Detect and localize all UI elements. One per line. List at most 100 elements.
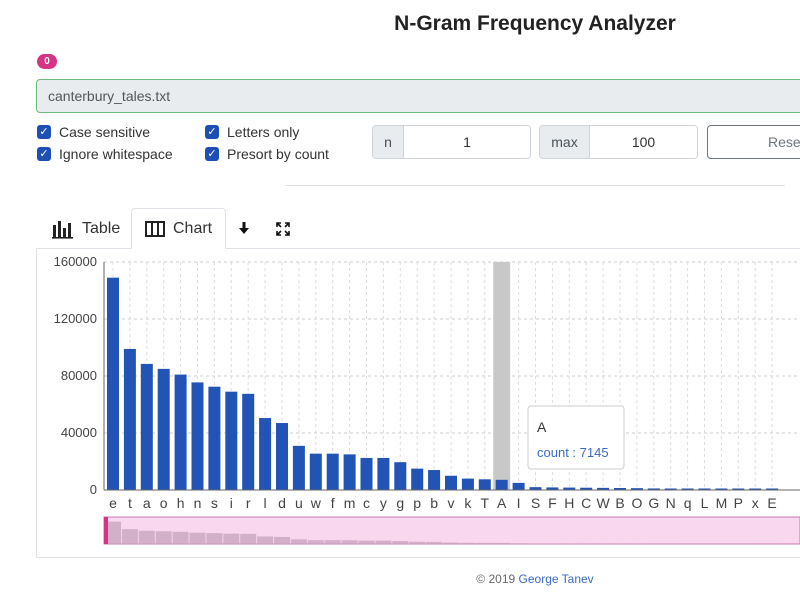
y-tick-label: 80000 [61, 368, 97, 383]
x-tick-label: a [143, 495, 151, 511]
zoom-slider-preview-bar [121, 529, 138, 544]
zoom-slider-preview-bar [155, 531, 172, 544]
bar [478, 479, 491, 490]
x-tick-label: A [497, 495, 507, 511]
bar [715, 488, 728, 490]
bar [580, 487, 593, 490]
bar [647, 488, 660, 490]
max-input[interactable]: 100 [590, 126, 697, 158]
bar [732, 488, 745, 490]
fullscreen-button[interactable] [273, 218, 293, 240]
bar [360, 457, 373, 490]
n-input-group: n 1 [372, 125, 531, 159]
bar [630, 488, 643, 490]
case-sensitive-checkbox[interactable]: ✓ Case sensitive [37, 123, 150, 141]
tab-chart[interactable]: Chart [131, 208, 226, 249]
bar [377, 457, 390, 490]
ignore-whitespace-checkbox[interactable]: ✓ Ignore whitespace [37, 145, 173, 163]
bar [597, 487, 610, 490]
tooltip-value: count : 7145 [537, 445, 609, 460]
footer: © 2019 George Tanev [0, 572, 800, 586]
x-tick-label: h [177, 495, 185, 511]
bar [208, 386, 221, 490]
x-tick-label: g [396, 495, 404, 511]
x-tick-label: k [464, 495, 472, 511]
x-tick-label: u [295, 495, 303, 511]
x-tick-label: q [684, 495, 692, 511]
bar [123, 348, 136, 490]
x-tick-label: F [548, 495, 557, 511]
x-tick-label: m [344, 495, 356, 511]
bar [292, 445, 305, 490]
bar [259, 418, 272, 490]
zoom-slider-preview-bar [459, 542, 476, 544]
author-link[interactable]: George Tanev [518, 572, 594, 586]
x-tick-label: S [531, 495, 540, 511]
bar [343, 454, 356, 490]
tab-table[interactable]: Table [48, 208, 128, 249]
x-tick-label: M [716, 495, 728, 511]
x-tick-label: i [230, 495, 233, 511]
columns-icon [145, 220, 165, 237]
highlight-band [493, 262, 511, 490]
x-tick-label: n [194, 495, 202, 511]
zoom-slider-preview-bar [206, 533, 223, 544]
x-tick-label: r [246, 495, 251, 511]
zoom-slider-preview-bar [290, 539, 307, 544]
x-tick-label: l [264, 495, 267, 511]
bar [749, 488, 762, 490]
x-tick-label: s [211, 495, 218, 511]
x-tick-label: C [581, 495, 591, 511]
download-button[interactable] [234, 218, 254, 240]
zoom-slider-preview-bar [493, 542, 510, 544]
tooltip-category: A [537, 419, 547, 435]
letters-only-checkbox[interactable]: ✓ Letters only [205, 123, 299, 141]
tooltip-box [527, 405, 625, 470]
zoom-slider-preview-bar [274, 536, 290, 544]
bar [664, 488, 677, 490]
x-tick-label: e [109, 495, 117, 511]
letters-only-label: Letters only [227, 124, 300, 140]
ignore-whitespace-label: Ignore whitespace [59, 146, 173, 162]
bar [495, 479, 508, 490]
zoom-slider-preview-bar [375, 540, 392, 544]
bar [529, 487, 542, 490]
presort-checkbox[interactable]: ✓ Presort by count [205, 145, 329, 163]
zoom-slider-preview-bar [409, 541, 426, 544]
x-tick-label: w [310, 495, 322, 511]
bar [563, 487, 576, 490]
x-tick-label: H [564, 495, 574, 511]
reset-button[interactable]: Reset [707, 125, 800, 159]
zoom-slider-preview-bar [324, 540, 341, 544]
n-input[interactable]: 1 [404, 126, 530, 158]
check-icon: ✓ [37, 147, 51, 161]
zoom-slider-preview-bar [257, 536, 274, 544]
bar [614, 488, 626, 490]
chart-panel [36, 248, 800, 558]
bar [225, 391, 238, 490]
page-title: N-Gram Frequency Analyzer [394, 12, 676, 35]
expand-icon [276, 222, 290, 236]
x-tick-label: b [430, 495, 438, 511]
zoom-slider-handle [104, 517, 108, 544]
bar-chart-icon [52, 220, 73, 239]
bar [546, 487, 559, 490]
max-input-group: max 100 [539, 125, 698, 159]
download-icon [239, 222, 249, 234]
footer-prefix: © 2019 [476, 572, 519, 586]
zoom-slider-preview-bar [510, 543, 527, 544]
file-input[interactable]: canterbury_tales.txt [36, 79, 800, 113]
bar [276, 423, 288, 490]
x-tick-label: B [615, 495, 624, 511]
bar [191, 382, 204, 490]
y-tick-label: 120000 [54, 311, 97, 326]
bar [766, 488, 779, 490]
zoom-slider-preview-bar [189, 532, 206, 544]
tabs-baseline [36, 248, 800, 249]
case-sensitive-label: Case sensitive [59, 124, 151, 140]
zoom-slider-preview-bar [426, 541, 443, 544]
bar [428, 470, 441, 490]
zoom-slider-preview-bar [172, 531, 189, 544]
tab-chart-label: Chart [173, 219, 213, 237]
